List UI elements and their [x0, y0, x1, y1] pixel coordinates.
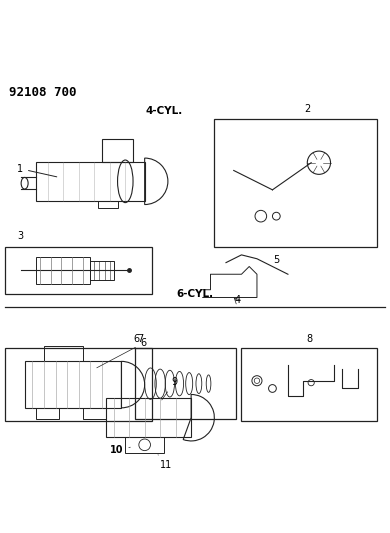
Bar: [5, 348, 152, 422]
Bar: [83, 408, 106, 419]
Text: 4-CYL.: 4-CYL.: [145, 106, 183, 116]
Bar: [215, 119, 377, 247]
Text: 10: 10: [110, 445, 130, 455]
Text: 9: 9: [162, 377, 178, 400]
Bar: [125, 437, 164, 453]
Bar: [44, 346, 83, 361]
Bar: [135, 348, 236, 419]
Bar: [98, 200, 117, 208]
Text: 8: 8: [306, 334, 312, 344]
Bar: [241, 348, 377, 422]
Bar: [5, 247, 152, 294]
Text: 5: 5: [273, 255, 280, 264]
Text: 3: 3: [18, 231, 24, 241]
Text: 4: 4: [234, 295, 241, 305]
Text: 6: 6: [97, 338, 147, 368]
Bar: [25, 361, 121, 408]
Bar: [106, 398, 191, 437]
Bar: [90, 261, 113, 280]
Text: 6: 6: [134, 334, 140, 344]
Text: 2: 2: [304, 103, 310, 114]
Bar: [102, 139, 133, 162]
Text: 92108 700: 92108 700: [9, 86, 76, 100]
Bar: [36, 257, 90, 284]
Text: 6-CYL.: 6-CYL.: [176, 289, 214, 300]
Text: 1: 1: [17, 164, 57, 177]
Bar: [36, 162, 145, 200]
Bar: [36, 408, 59, 419]
Text: 7: 7: [137, 334, 143, 344]
Text: 11: 11: [158, 455, 172, 470]
